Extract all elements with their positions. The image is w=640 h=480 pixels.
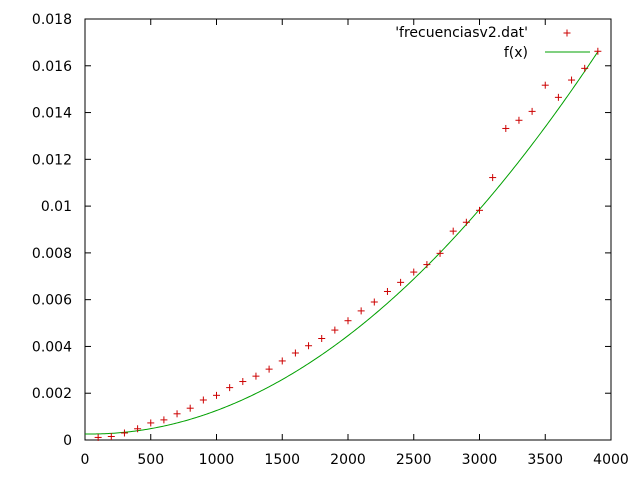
data-point <box>305 342 313 350</box>
x-tick-label: 0 <box>81 452 90 468</box>
data-point <box>107 432 115 440</box>
x-tick-label: 2500 <box>396 452 432 468</box>
data-point <box>357 307 365 315</box>
axes <box>84 18 612 441</box>
data-point <box>476 206 483 214</box>
data-point <box>462 218 470 226</box>
y-tick-label: 0.002 <box>32 386 72 402</box>
legend: 'frecuenciasv2.dat' f(x) <box>395 25 590 61</box>
x-tick-label: 4000 <box>593 452 629 468</box>
y-tick-label: 0.004 <box>32 339 72 355</box>
data-point <box>94 433 102 441</box>
data-point <box>410 268 418 276</box>
data-point <box>528 107 536 115</box>
data-point <box>252 372 260 380</box>
data-point <box>383 287 391 295</box>
x-tick-label: 3500 <box>527 452 563 468</box>
data-point <box>120 429 128 437</box>
data-point <box>489 174 497 182</box>
data-point <box>291 349 299 357</box>
data-point <box>436 249 444 257</box>
data-point <box>594 47 602 55</box>
data-point <box>265 365 273 373</box>
x-tick-label: 1500 <box>264 452 300 468</box>
data-point <box>370 298 378 306</box>
x-tick-label: 500 <box>137 452 164 468</box>
data-point <box>134 425 142 433</box>
data-point <box>581 64 589 72</box>
plot-content <box>84 47 602 441</box>
y-tick-label: 0.008 <box>32 246 72 262</box>
y-tick-label: 0.014 <box>32 106 72 122</box>
data-point <box>199 396 207 404</box>
data-point <box>449 227 457 235</box>
y-tick-label: 0 <box>63 433 72 449</box>
data-point <box>147 419 155 427</box>
data-point <box>344 317 352 325</box>
data-point <box>239 378 247 386</box>
y-tick-label: 0.006 <box>32 293 72 309</box>
y-tick-label: 0.016 <box>32 59 72 75</box>
data-point <box>186 404 194 412</box>
data-point <box>173 410 181 418</box>
fit-curve <box>84 51 599 435</box>
data-point <box>226 384 234 392</box>
data-point <box>397 278 405 286</box>
data-point <box>213 391 220 399</box>
x-tick-label: 3000 <box>462 452 498 468</box>
x-tick-label: 1000 <box>199 452 235 468</box>
y-tick-label: 0.018 <box>32 12 72 28</box>
data-point <box>331 326 339 334</box>
y-tick-label: 0.01 <box>41 199 72 215</box>
x-tick-labels: 0 500 1000 1500 2000 2500 3000 3500 4000 <box>81 452 629 468</box>
data-point <box>554 93 562 101</box>
data-point <box>160 416 168 424</box>
legend-label-data: 'frecuenciasv2.dat' <box>395 25 528 41</box>
data-point <box>278 357 286 365</box>
y-tick-label: 0.012 <box>32 152 72 168</box>
legend-plus-marker <box>563 29 571 37</box>
data-point <box>423 261 431 269</box>
x-tick-label: 2000 <box>330 452 366 468</box>
data-point <box>515 116 523 124</box>
data-point <box>541 81 549 89</box>
data-point <box>502 124 510 132</box>
legend-label-fit: f(x) <box>504 45 528 61</box>
legend-marker-plus <box>563 29 571 37</box>
data-point <box>318 334 326 342</box>
y-tick-labels: 0 0.002 0.004 0.006 0.008 0.01 0.012 0.014 0.016… <box>32 12 72 449</box>
data-point <box>568 76 576 84</box>
